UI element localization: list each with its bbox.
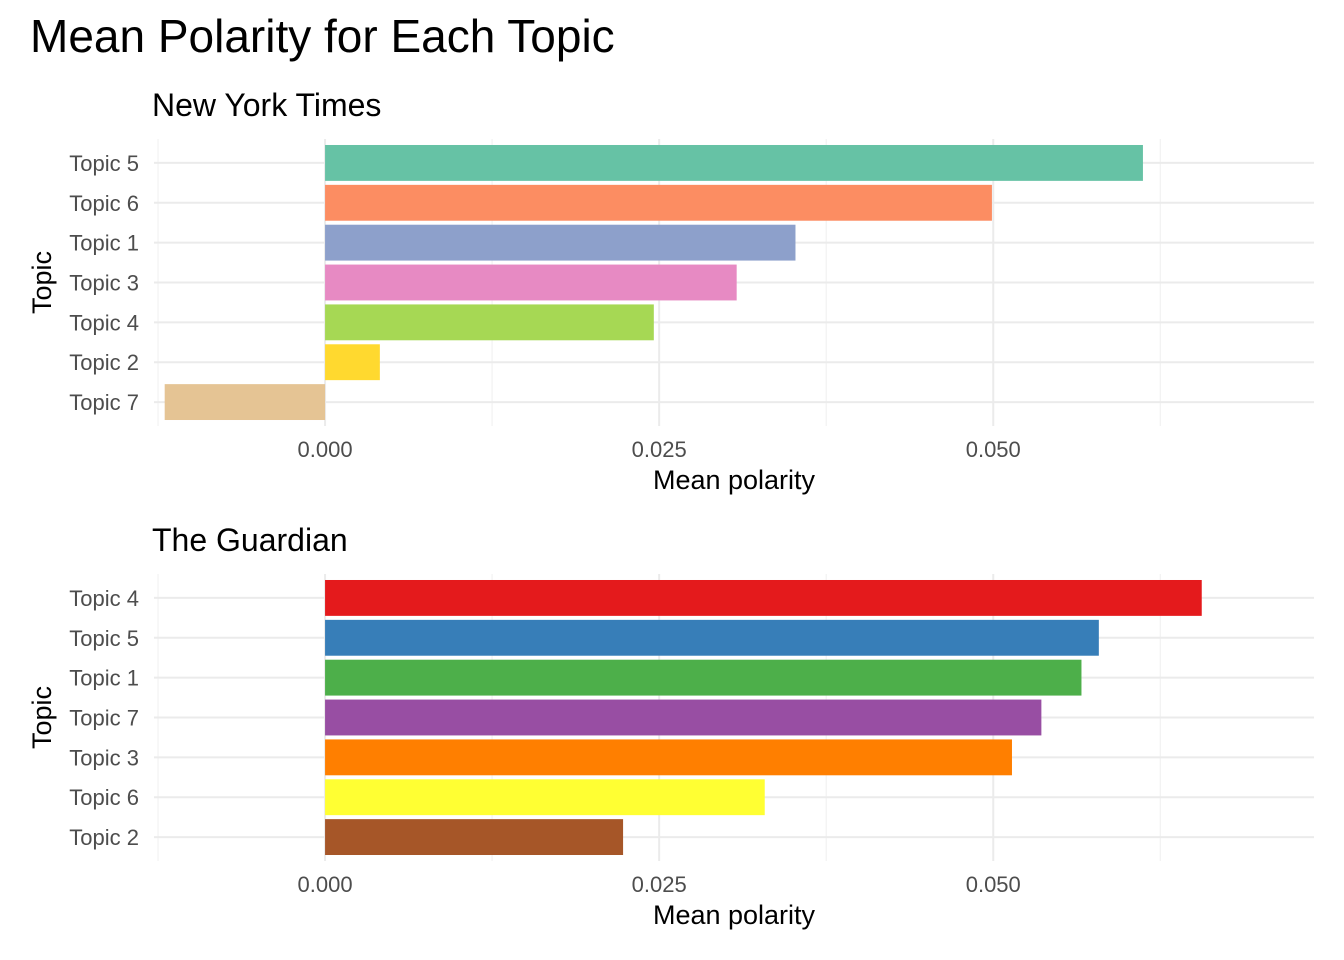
x-axis-title: Mean polarity bbox=[653, 900, 816, 930]
y-tick-label: Topic 4 bbox=[69, 310, 139, 335]
y-tick-label: Topic 6 bbox=[69, 191, 139, 216]
bar-topic-6 bbox=[325, 184, 992, 221]
y-axis-title: Topic bbox=[27, 686, 57, 749]
bar-topic-4 bbox=[325, 304, 654, 341]
bar-topic-6 bbox=[325, 779, 765, 816]
bar-topic-3 bbox=[325, 264, 737, 301]
panel-title: The Guardian bbox=[152, 522, 348, 558]
x-tick-label: 0.025 bbox=[632, 872, 687, 897]
bar-topic-4 bbox=[325, 579, 1202, 616]
bar-topic-3 bbox=[325, 739, 1012, 776]
y-tick-label: Topic 4 bbox=[69, 586, 139, 611]
x-axis-title: Mean polarity bbox=[653, 465, 816, 495]
bar-topic-7 bbox=[164, 384, 326, 421]
y-tick-label: Topic 5 bbox=[69, 626, 139, 651]
y-tick-label: Topic 2 bbox=[69, 825, 139, 850]
bar-topic-2 bbox=[325, 344, 380, 381]
y-tick-label: Topic 1 bbox=[69, 666, 139, 691]
y-tick-label: Topic 3 bbox=[69, 745, 139, 770]
panel-2: The Guardian Topic 4 Topic 5 Topic 1 Topic 7… bbox=[27, 522, 1314, 930]
y-tick-label: Topic 6 bbox=[69, 785, 139, 810]
bar-topic-1 bbox=[325, 224, 796, 261]
panel-title: New York Times bbox=[152, 87, 381, 123]
x-tick-label: 0.000 bbox=[298, 437, 353, 462]
y-tick-label: Topic 7 bbox=[69, 390, 139, 415]
x-tick-label: 0.000 bbox=[298, 872, 353, 897]
x-tick-label: 0.050 bbox=[966, 437, 1021, 462]
bar-topic-5 bbox=[325, 619, 1099, 656]
bar-topic-7 bbox=[325, 699, 1042, 736]
bar-topic-2 bbox=[325, 819, 624, 856]
bar-topic-5 bbox=[325, 144, 1143, 181]
bar-topic-1 bbox=[325, 659, 1082, 696]
x-tick-label: 0.025 bbox=[632, 437, 687, 462]
y-tick-label: Topic 3 bbox=[69, 271, 139, 296]
y-tick-label: Topic 5 bbox=[69, 151, 139, 176]
panel-1: New York Times Topic 5 Topic 6 Topic 1 Topic… bbox=[27, 87, 1314, 495]
y-tick-label: Topic 7 bbox=[69, 706, 139, 731]
y-axis-title: Topic bbox=[27, 251, 57, 314]
chart-main-title: Mean Polarity for Each Topic bbox=[30, 10, 615, 62]
y-tick-label: Topic 1 bbox=[69, 231, 139, 256]
y-tick-label: Topic 2 bbox=[69, 350, 139, 375]
x-tick-label: 0.050 bbox=[966, 872, 1021, 897]
